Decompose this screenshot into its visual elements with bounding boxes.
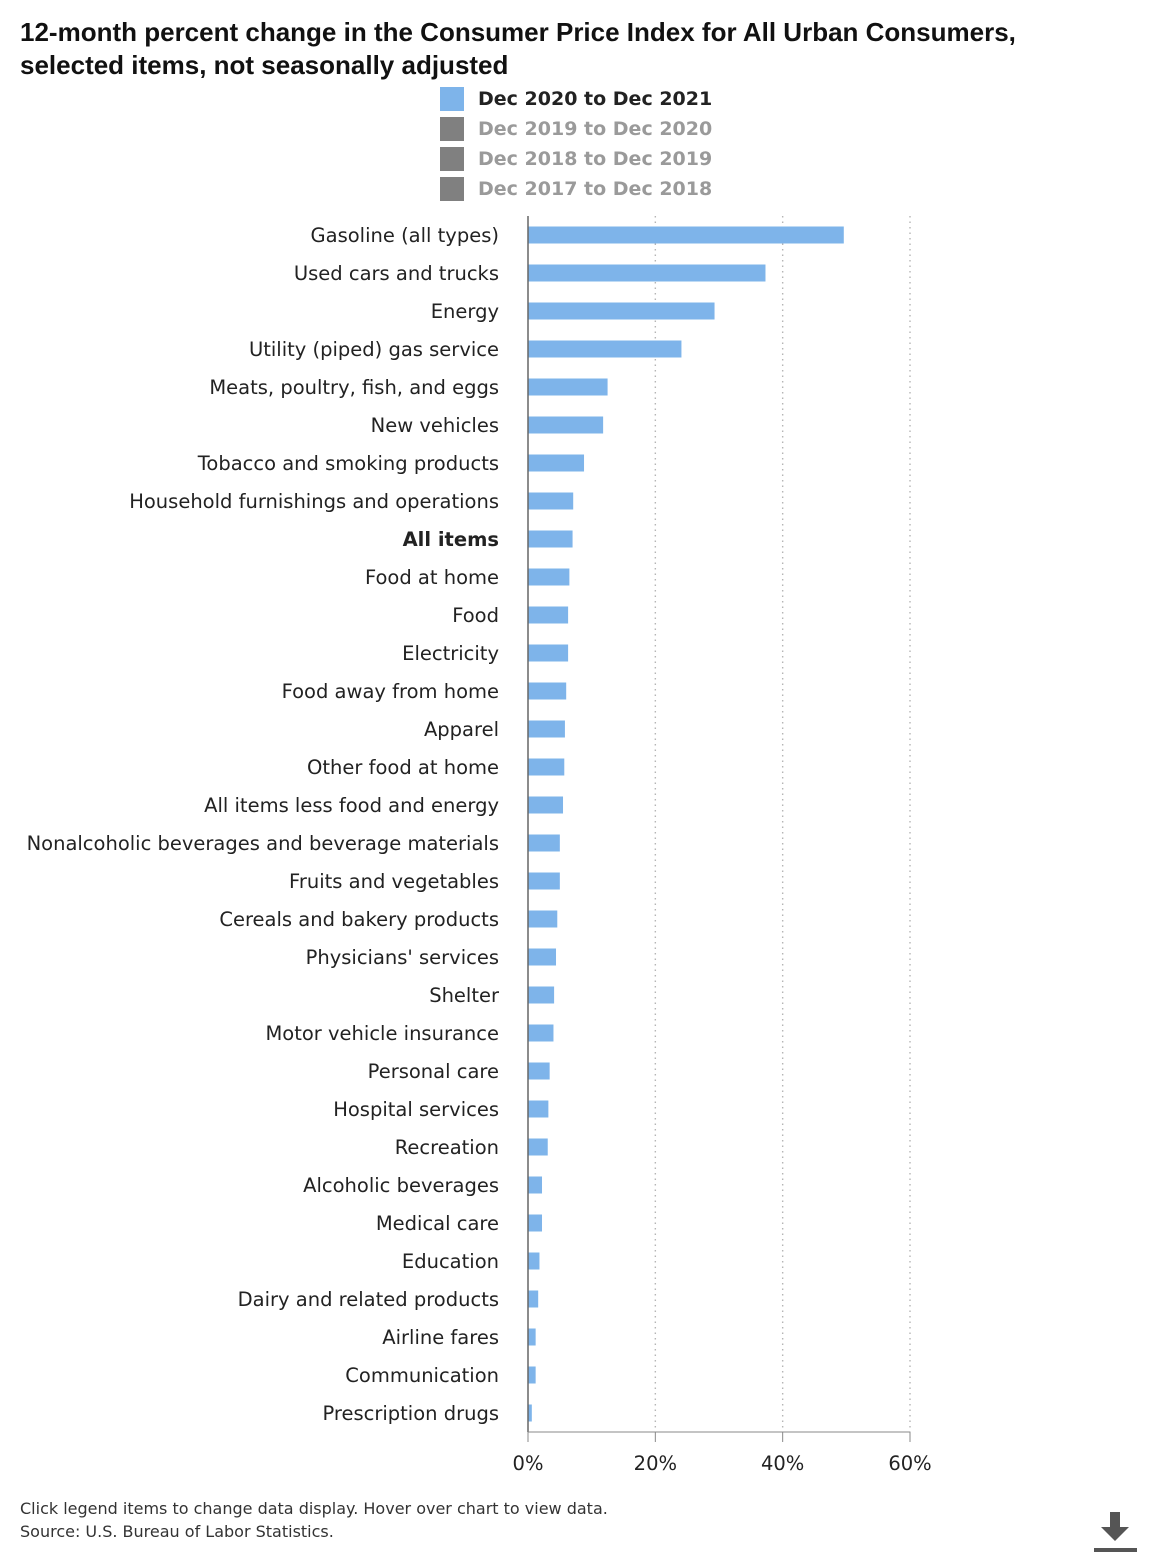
- bar[interactable]: [528, 530, 573, 548]
- category-label: Electricity: [402, 642, 499, 665]
- chart-footer: Click legend items to change data displa…: [20, 1497, 608, 1543]
- bar[interactable]: [528, 264, 766, 282]
- legend-item-dec-2020-to-dec-2021[interactable]: Dec 2020 to Dec 2021: [440, 84, 712, 114]
- legend-swatch: [440, 177, 464, 201]
- category-label: Dairy and related products: [238, 1288, 499, 1311]
- category-label: Household furnishings and operations: [129, 490, 499, 513]
- bar[interactable]: [528, 796, 564, 814]
- chart-title: 12-month percent change in the Consumer …: [20, 17, 1016, 80]
- category-label: Hospital services: [333, 1098, 499, 1121]
- category-label: Gasoline (all types): [311, 224, 499, 247]
- bar[interactable]: [528, 644, 569, 662]
- category-label: All items: [403, 528, 499, 551]
- bar[interactable]: [528, 340, 682, 358]
- category-label: Energy: [431, 300, 499, 323]
- bar[interactable]: [528, 302, 715, 320]
- category-label: Physicians' services: [306, 946, 499, 969]
- bar[interactable]: [528, 568, 570, 586]
- bar[interactable]: [528, 226, 844, 244]
- footer-source: Source: U.S. Bureau of Labor Statistics.: [20, 1522, 334, 1541]
- category-label: Education: [402, 1250, 499, 1273]
- bar[interactable]: [528, 720, 565, 738]
- category-label: Other food at home: [307, 756, 499, 779]
- bar[interactable]: [528, 1100, 549, 1118]
- bar[interactable]: [528, 454, 585, 472]
- category-label: Airline fares: [382, 1326, 499, 1349]
- category-label: Utility (piped) gas service: [249, 338, 499, 361]
- x-tick-label: 20%: [634, 1452, 677, 1475]
- bar[interactable]: [528, 1024, 554, 1042]
- category-label: Cereals and bakery products: [219, 908, 499, 931]
- category-label: Food at home: [365, 566, 499, 589]
- legend-swatch: [440, 117, 464, 141]
- bar[interactable]: [528, 758, 565, 776]
- legend-swatch: [440, 147, 464, 171]
- legend: Dec 2020 to Dec 2021 Dec 2019 to Dec 202…: [440, 84, 712, 204]
- bar[interactable]: [528, 416, 604, 434]
- x-tick-label: 0%: [513, 1452, 544, 1475]
- download-icon[interactable]: [1094, 1510, 1138, 1554]
- category-label: Food away from home: [282, 680, 499, 703]
- category-label: Prescription drugs: [322, 1402, 499, 1425]
- bar[interactable]: [528, 606, 569, 624]
- category-label: Communication: [345, 1364, 499, 1387]
- category-label: Meats, poultry, fish, and eggs: [209, 376, 499, 399]
- bar[interactable]: [528, 1062, 550, 1080]
- bar[interactable]: [528, 910, 558, 928]
- legend-swatch: [440, 87, 464, 111]
- legend-label: Dec 2018 to Dec 2019: [478, 148, 713, 170]
- bar[interactable]: [528, 492, 574, 510]
- bar[interactable]: [528, 834, 560, 852]
- bar[interactable]: [528, 948, 557, 966]
- category-label: Recreation: [395, 1136, 499, 1159]
- category-label: All items less food and energy: [204, 794, 499, 817]
- category-label: Fruits and vegetables: [289, 870, 499, 893]
- bar[interactable]: [528, 1290, 539, 1308]
- bar[interactable]: [528, 1138, 548, 1156]
- bar[interactable]: [528, 1328, 536, 1346]
- legend-item-dec-2018-to-dec-2019[interactable]: Dec 2018 to Dec 2019: [440, 144, 712, 174]
- bar[interactable]: [528, 1176, 543, 1194]
- x-tick-label: 60%: [888, 1452, 931, 1475]
- x-tick-label: 40%: [761, 1452, 804, 1475]
- category-label: Tobacco and smoking products: [197, 452, 499, 475]
- bar[interactable]: [528, 378, 608, 396]
- category-label: Used cars and trucks: [294, 262, 499, 285]
- category-label: Apparel: [424, 718, 499, 741]
- footer-note: Click legend items to change data displa…: [20, 1499, 608, 1518]
- bar[interactable]: [528, 682, 567, 700]
- category-label: Motor vehicle insurance: [265, 1022, 499, 1045]
- legend-item-dec-2017-to-dec-2018[interactable]: Dec 2017 to Dec 2018: [440, 174, 712, 204]
- bar[interactable]: [528, 986, 555, 1004]
- bar[interactable]: [528, 1252, 540, 1270]
- category-label: Medical care: [376, 1212, 499, 1235]
- category-label: Shelter: [429, 984, 500, 1007]
- category-label: Alcoholic beverages: [303, 1174, 499, 1197]
- bar[interactable]: [528, 1404, 532, 1422]
- category-label: New vehicles: [371, 414, 499, 437]
- legend-label: Dec 2017 to Dec 2018: [478, 178, 713, 200]
- category-label: Nonalcoholic beverages and beverage mate…: [27, 832, 499, 855]
- category-label: Food: [452, 604, 499, 627]
- bar[interactable]: [528, 1214, 543, 1232]
- category-label: Personal care: [368, 1060, 499, 1083]
- legend-item-dec-2019-to-dec-2020[interactable]: Dec 2019 to Dec 2020: [440, 114, 712, 144]
- bar[interactable]: [528, 872, 560, 890]
- legend-label: Dec 2020 to Dec 2021: [478, 88, 713, 110]
- bar[interactable]: [528, 1366, 536, 1384]
- legend-label: Dec 2019 to Dec 2020: [478, 118, 713, 140]
